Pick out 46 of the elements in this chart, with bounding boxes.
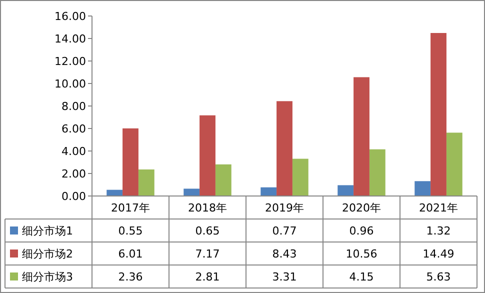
x-tick-label: 2020年 [342,202,381,214]
data-label: 4.15 [349,270,374,284]
data-label: 7.17 [195,248,220,260]
bar [369,149,386,196]
x-tick-label: 2017年 [111,202,150,214]
legend-label: 细分市场2 [22,248,73,260]
bar [292,158,308,196]
x-tick-label: 2018年 [188,202,227,214]
y-tick-label: 4.00 [62,145,86,158]
data-label: 6.01 [118,248,143,260]
y-tick-label: 10.00 [54,78,86,90]
data-label: 1.32 [426,224,451,238]
bar [122,128,138,196]
data-label: 0.55 [118,224,143,238]
bar [200,115,216,196]
data-label: 2.81 [195,270,220,284]
y-tick-label: 6.00 [62,122,86,136]
data-label: 0.77 [272,224,297,238]
y-tick-label: 14.00 [54,32,86,46]
legend-label: 细分市场1 [22,224,73,238]
x-tick-label: 2019年 [265,202,304,214]
y-tick-label: 8.00 [62,100,86,113]
bar [215,164,232,196]
legend-label: 细分市场3 [22,270,73,284]
bar [138,169,154,196]
data-label: 0.96 [349,224,374,238]
data-label: 5.63 [426,270,451,284]
bar [260,187,277,196]
data-label: 8.43 [272,248,297,260]
bar [430,32,446,196]
y-tick-label: 16.00 [54,10,86,23]
bar [184,188,200,196]
bar [276,101,292,196]
data-label: 10.56 [346,248,378,260]
bar [446,132,462,196]
bar [354,77,370,196]
data-label: 0.65 [195,224,220,238]
y-tick-label: 0.00 [62,190,86,203]
bar [414,181,431,196]
data-label: 2.36 [118,270,143,284]
x-tick-label: 2021年 [419,202,458,214]
bar [338,185,354,196]
data-label: 14.49 [422,248,454,260]
y-tick-label: 12.00 [54,55,86,68]
y-tick-label: 2.00 [62,168,86,180]
data-label: 3.31 [272,270,297,284]
